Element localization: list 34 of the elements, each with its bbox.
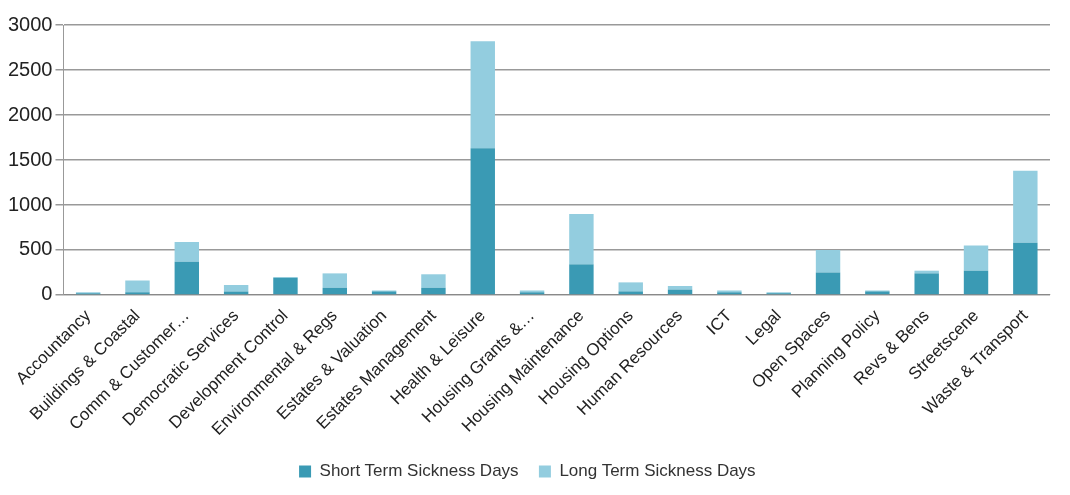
- y-tick-label: 2500: [7, 57, 53, 80]
- bar: [322, 287, 347, 295]
- y-tick-label: 2000: [7, 102, 53, 125]
- bar: [569, 264, 594, 295]
- legend-label: Long Term Sickness Days: [559, 461, 756, 481]
- bar: [1013, 170, 1038, 243]
- bar: [174, 261, 200, 295]
- bar: [322, 273, 347, 288]
- bar: [223, 285, 249, 292]
- y-tick-label: 1500: [7, 147, 53, 170]
- x-tick-label: ICT: [702, 305, 736, 339]
- bar: [569, 213, 594, 265]
- bar: [421, 274, 446, 288]
- bar: [470, 148, 495, 295]
- bar: [618, 282, 643, 292]
- bar: [470, 41, 495, 149]
- bar: [963, 270, 989, 295]
- bar: [273, 277, 298, 295]
- y-tick-label: 3000: [7, 12, 53, 35]
- bar: [421, 287, 446, 295]
- y-tick-label: 500: [19, 237, 53, 260]
- bar: [1013, 242, 1038, 295]
- bar: [914, 273, 939, 295]
- bar: [174, 241, 200, 262]
- y-tick-label: 0: [41, 282, 53, 305]
- bar: [223, 291, 249, 295]
- bar: [667, 285, 693, 290]
- legend-label: Short Term Sickness Days: [319, 461, 519, 481]
- bar: [815, 249, 841, 273]
- y-tick-label: 1000: [7, 192, 53, 215]
- bar: [618, 291, 643, 295]
- bar: [125, 280, 150, 293]
- bar: [963, 245, 989, 271]
- bar: [815, 272, 841, 295]
